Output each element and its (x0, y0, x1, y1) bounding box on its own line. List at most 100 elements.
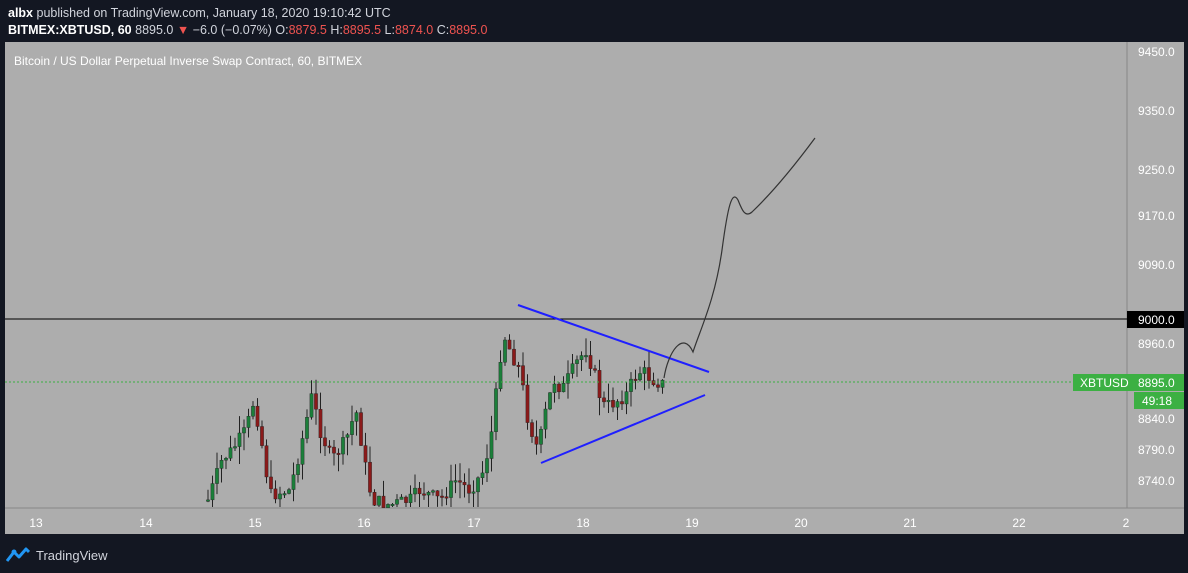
open-value: 8879.5 (288, 23, 327, 37)
candle-body (584, 355, 588, 358)
change-value: −6.0 (−0.07%) (192, 23, 272, 37)
tradingview-logo-icon (6, 547, 30, 562)
candle-body (548, 392, 552, 410)
candle-body (228, 447, 233, 459)
price-tick: 8960.0 (1138, 337, 1175, 351)
candle-body (660, 379, 665, 388)
candle-body (368, 461, 372, 493)
publish-line: albx published on TradingView.com, Janua… (8, 5, 487, 22)
price-tick: 8740.0 (1138, 474, 1175, 488)
candle-body (471, 491, 476, 494)
price-tick: 9450.0 (1138, 45, 1175, 59)
candle-body (363, 445, 368, 463)
candle-body (525, 384, 530, 423)
price-tick: 8840.0 (1138, 412, 1175, 426)
price-tick: 9170.0 (1138, 209, 1175, 223)
candle-body (462, 482, 467, 486)
candle-body (390, 504, 395, 506)
plot-area[interactable] (5, 42, 1127, 508)
level-price-tag-text: 9000.0 (1138, 313, 1175, 327)
candle-body (521, 365, 525, 386)
date-tick: 22 (1012, 516, 1026, 530)
candle-body (242, 427, 246, 434)
triangle-lower-line[interactable] (540, 394, 706, 464)
date-tick: 13 (29, 516, 43, 530)
candle-body (372, 492, 377, 506)
current-price-tag (1129, 374, 1184, 391)
candle-body (656, 384, 660, 388)
candle-body (642, 367, 647, 374)
candle-body (341, 437, 345, 455)
candle-body (291, 474, 296, 490)
candle-body (206, 499, 210, 502)
date-tick: 20 (794, 516, 808, 530)
candle-body (336, 452, 341, 455)
low-label: L: (384, 23, 395, 37)
candle-body (287, 489, 291, 494)
header: albx published on TradingView.com, Janua… (8, 5, 487, 39)
chart-title: Bitcoin / US Dollar Perpetual Inverse Sw… (14, 54, 362, 68)
candle-body (224, 458, 228, 461)
candle-body (485, 458, 489, 474)
candle-body (458, 480, 462, 483)
last-price: 8895.0 (135, 23, 174, 37)
candle-body (480, 472, 485, 478)
candle-body (323, 437, 327, 447)
date-tick: 19 (685, 516, 699, 530)
level-price-tag (1127, 311, 1184, 328)
brand-logo[interactable]: TradingView (6, 547, 108, 563)
candle-body (404, 496, 408, 503)
countdown-tag (1134, 392, 1184, 409)
candle-body (539, 428, 543, 445)
candle-body (255, 405, 260, 427)
candle-body (552, 383, 557, 393)
candle-body (602, 397, 606, 403)
candle-body (647, 367, 651, 381)
price-tick: 9090.0 (1138, 258, 1175, 272)
candle-body (503, 339, 507, 363)
candle-body (318, 409, 323, 439)
candle-body (534, 436, 539, 445)
candle-body (413, 487, 417, 495)
candle-body (296, 464, 300, 475)
date-tick: 18 (576, 516, 590, 530)
time-axis[interactable] (5, 508, 1184, 534)
close-value: 8895.0 (449, 23, 488, 37)
candle-body (210, 483, 215, 501)
triangle-upper-line[interactable] (517, 304, 710, 373)
candle-body (638, 373, 642, 381)
candle-body (620, 401, 624, 405)
candle-body (314, 393, 318, 410)
high-value: 8895.5 (342, 23, 382, 37)
candle-body (606, 400, 611, 403)
date-tick: 21 (903, 516, 917, 530)
candle-body (557, 383, 561, 393)
candle-body (386, 504, 390, 509)
candle-body (512, 348, 516, 366)
price-tick: 9250.0 (1138, 163, 1175, 177)
candle-body (395, 499, 399, 505)
candle-body (422, 493, 426, 496)
ohlc-line: BITMEX:XBTUSD, 60 8895.0 ▼ −6.0 (−0.07%)… (8, 22, 487, 39)
candle-body (237, 432, 242, 447)
candle-body (417, 487, 422, 495)
candle-body (354, 412, 359, 422)
candle-body (359, 412, 363, 446)
candle-body (431, 490, 435, 493)
author[interactable]: albx (8, 6, 34, 20)
candle-body (543, 408, 548, 430)
candle-body (345, 434, 350, 438)
candle-body (426, 492, 431, 496)
candle-body (332, 446, 336, 454)
candle-body (579, 355, 584, 360)
countdown-text: 49:18 (1142, 394, 1172, 408)
projection-curve[interactable] (663, 137, 816, 379)
candle-body (246, 416, 251, 428)
candle-body (453, 480, 458, 483)
candle-body (444, 496, 449, 499)
price-axis[interactable] (1127, 42, 1184, 508)
candle-body (624, 391, 629, 405)
symbol-price-tag (1073, 374, 1129, 391)
candle-body (611, 400, 615, 408)
